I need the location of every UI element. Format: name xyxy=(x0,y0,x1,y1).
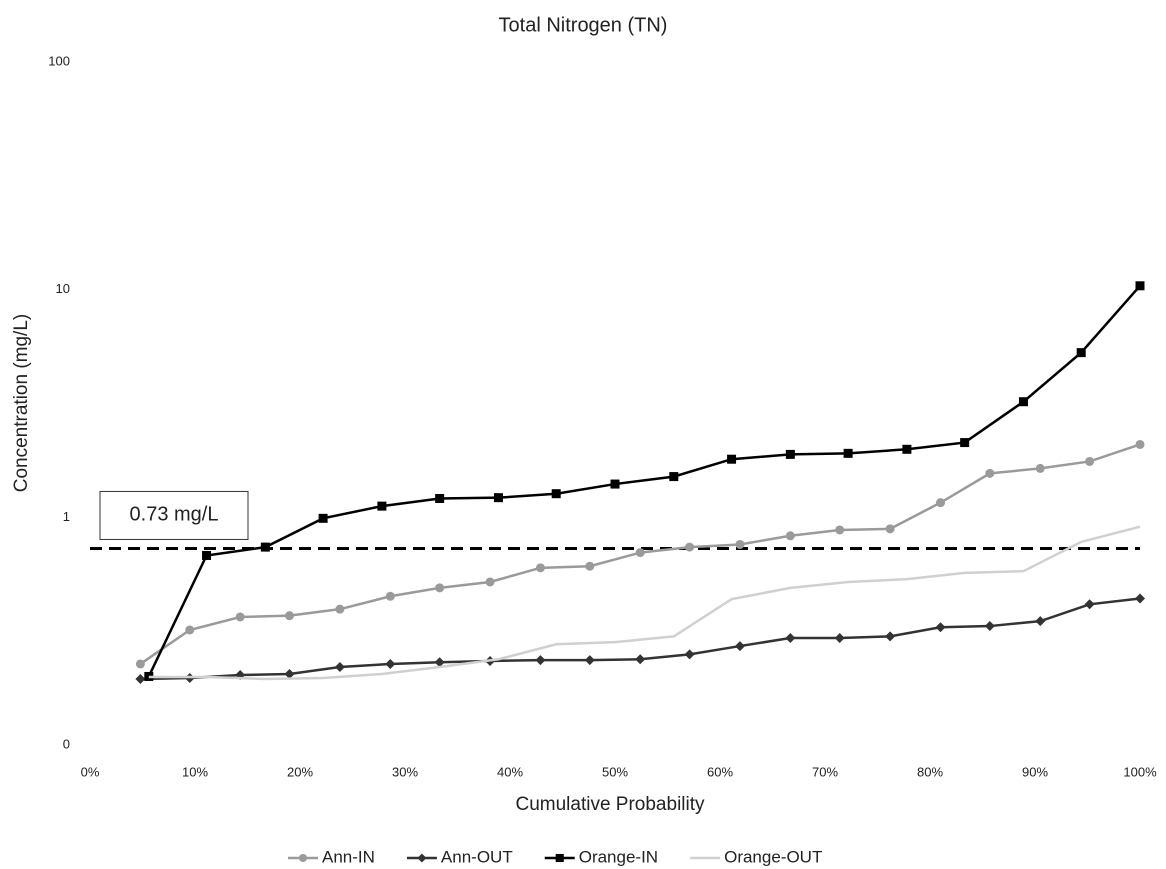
legend-item: Ann-IN xyxy=(288,847,375,866)
legend: Ann-IN Ann-OUT Orange-IN Orange-OUT xyxy=(288,847,822,866)
marker xyxy=(135,659,145,669)
legend-label: Ann-IN xyxy=(322,847,375,866)
marker xyxy=(585,561,595,571)
x-tick-label: 80% xyxy=(917,764,943,779)
marker xyxy=(1085,456,1095,466)
marker xyxy=(202,550,212,560)
marker xyxy=(335,604,345,614)
marker xyxy=(835,525,845,535)
marker xyxy=(985,468,995,478)
marker xyxy=(435,493,445,503)
line xyxy=(148,525,1141,681)
x-tick-label: 40% xyxy=(497,764,523,779)
marker xyxy=(535,563,545,573)
marker xyxy=(535,655,546,666)
marker xyxy=(1135,281,1145,291)
line xyxy=(147,284,1141,678)
legend-label: Orange-OUT xyxy=(724,847,822,866)
marker xyxy=(834,633,845,644)
chart-title: Total Nitrogen (TN) xyxy=(499,14,668,36)
marker xyxy=(1035,616,1046,627)
annotation: 0.73 mg/L xyxy=(130,504,219,526)
marker xyxy=(635,654,646,665)
x-tick-label: 60% xyxy=(707,764,733,779)
legend-label: Orange-IN xyxy=(579,847,658,866)
marker xyxy=(635,548,645,558)
marker xyxy=(1135,439,1145,449)
marker xyxy=(493,493,503,503)
marker xyxy=(669,472,679,482)
x-tick-label: 90% xyxy=(1022,764,1048,779)
marker xyxy=(785,449,795,459)
x-tick-label: 50% xyxy=(602,764,628,779)
series xyxy=(135,439,1145,669)
legend-item: Orange-IN xyxy=(544,847,658,866)
marker xyxy=(1018,397,1028,407)
marker xyxy=(684,649,695,660)
marker xyxy=(885,524,895,534)
x-tick-label: 10% xyxy=(182,764,208,779)
marker xyxy=(685,542,695,552)
marker xyxy=(377,501,387,511)
marker xyxy=(1035,463,1045,473)
series xyxy=(135,593,1145,684)
x-tick-label: 30% xyxy=(392,764,418,779)
marker xyxy=(435,583,445,593)
legend-label: Ann-OUT xyxy=(441,847,513,866)
marker xyxy=(235,612,245,622)
x-tick-label: 100% xyxy=(1123,764,1157,779)
y-axis-title: Concentration (mg/L) xyxy=(11,314,32,492)
marker xyxy=(260,542,270,552)
marker xyxy=(1135,593,1145,604)
marker xyxy=(485,577,495,587)
marker xyxy=(551,489,561,499)
marker xyxy=(135,673,146,684)
x-tick-label: 20% xyxy=(287,764,313,779)
marker xyxy=(960,438,970,448)
y-tick-label: 1 xyxy=(63,509,70,524)
marker xyxy=(735,539,745,549)
marker xyxy=(417,853,427,863)
marker xyxy=(734,641,745,652)
marker xyxy=(318,513,328,523)
marker xyxy=(843,448,853,458)
marker xyxy=(584,655,595,666)
marker xyxy=(785,531,795,541)
x-axis-title: Cumulative Probability xyxy=(515,794,705,815)
marker xyxy=(285,611,294,621)
marker xyxy=(902,444,912,454)
marker xyxy=(984,621,995,632)
y-tick-label: 10 xyxy=(56,281,70,296)
marker xyxy=(727,454,737,464)
marker xyxy=(185,625,195,635)
annotation-box xyxy=(99,490,249,540)
x-tick-label: 70% xyxy=(812,764,838,779)
legend-item: Orange-OUT xyxy=(690,847,822,866)
marker xyxy=(885,631,896,642)
series xyxy=(144,281,1145,681)
y-tick-label: 100 xyxy=(48,53,70,68)
marker xyxy=(298,853,308,863)
marker xyxy=(555,853,564,863)
marker xyxy=(434,657,445,668)
marker xyxy=(1076,348,1086,358)
marker xyxy=(1084,599,1095,610)
marker xyxy=(385,591,395,601)
marker xyxy=(610,479,620,489)
marker xyxy=(785,633,796,644)
marker xyxy=(935,622,946,633)
y-tick-label: 0 xyxy=(63,736,70,751)
x-tick-label: 0% xyxy=(81,764,100,779)
marker xyxy=(334,662,345,673)
marker xyxy=(284,669,295,680)
legend-item: Ann-OUT xyxy=(406,847,513,866)
series xyxy=(148,525,1141,681)
marker xyxy=(385,658,396,669)
marker xyxy=(936,498,945,508)
